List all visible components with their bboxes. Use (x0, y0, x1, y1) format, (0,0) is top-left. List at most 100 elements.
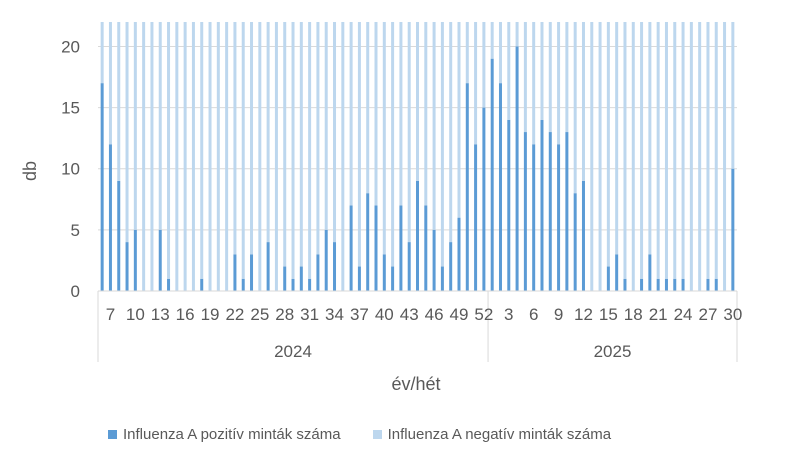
x-tick-label: 18 (624, 305, 643, 324)
x-tick-label: 49 (450, 305, 469, 324)
bar-negative (615, 22, 619, 255)
bar-negative (507, 22, 511, 120)
x-tick-label: 34 (325, 305, 344, 324)
bar-positive (299, 266, 303, 291)
y-axis-title: db (20, 161, 40, 181)
bar-negative (382, 22, 386, 255)
bar-positive (382, 254, 386, 291)
bar-negative (640, 22, 644, 279)
chart: 0 5 10 15 20 7 10 13 16 19 22 25 28 31 34 37 40 43 46 49 52… (20, 22, 742, 394)
bar-negative (698, 22, 702, 291)
x-tick-label: 9 (554, 305, 563, 324)
bar-negative (391, 22, 395, 267)
bar-positive (523, 132, 527, 291)
bar-positive (648, 254, 652, 291)
bar-negative (117, 22, 121, 181)
x-tick-label: 6 (529, 305, 538, 324)
bar-negative (175, 22, 179, 291)
bar-positive (117, 180, 121, 291)
y-axis-ticks: 0 5 10 15 20 (61, 37, 80, 301)
bar-negative (316, 22, 320, 255)
bar-negative (440, 22, 444, 267)
bar-negative (573, 22, 577, 194)
bar-positive (308, 278, 312, 291)
bar-positive (457, 217, 461, 291)
x-tick-label: 52 (474, 305, 493, 324)
bar-positive (490, 58, 494, 291)
bar-positive (557, 144, 561, 291)
bar-negative (689, 22, 693, 291)
bar-positive (399, 205, 403, 291)
x-tick-label: 31 (300, 305, 319, 324)
bar-negative (474, 22, 478, 145)
bar-negative (183, 22, 187, 291)
bar-positive (133, 229, 137, 291)
bar-negative (416, 22, 419, 181)
bar-positive (640, 278, 644, 291)
bar-positive (449, 242, 453, 291)
bar-positive (615, 254, 619, 291)
bar-positive (283, 266, 287, 291)
bars (100, 22, 735, 292)
bar-positive (241, 278, 245, 291)
bar-negative (208, 22, 212, 291)
bar-positive (349, 205, 353, 291)
bar-negative (714, 22, 718, 279)
bar-positive (681, 278, 685, 291)
legend-swatch-negative (372, 430, 382, 439)
x-tick-label: 3 (504, 305, 513, 324)
bar-positive (581, 180, 585, 291)
bar-positive (565, 132, 569, 291)
bar-negative (366, 22, 370, 194)
x-tick-label: 25 (250, 305, 269, 324)
bar-negative (681, 22, 685, 279)
bar-negative (308, 22, 312, 279)
bar-negative (158, 22, 162, 230)
bar-negative (191, 22, 195, 291)
year-label: 2025 (594, 342, 632, 361)
x-tick-label: 13 (151, 305, 170, 324)
bar-positive (465, 83, 469, 292)
x-tick-label: 28 (275, 305, 294, 324)
bar-negative (333, 22, 337, 243)
bar-negative (598, 22, 602, 291)
bar-positive (250, 254, 254, 291)
legend-item-negative: Influenza A negatív minták száma (372, 426, 611, 443)
legend-swatch-positive (108, 430, 117, 439)
bar-positive (606, 266, 610, 291)
bar-negative (465, 22, 469, 84)
bar-positive (424, 205, 428, 291)
bar-negative (225, 22, 229, 291)
bar-negative (523, 22, 527, 133)
bar-negative (349, 22, 353, 206)
x-tick-label: 22 (225, 305, 244, 324)
legend-item-positive: Influenza A pozitív minták száma (108, 426, 341, 443)
bar-positive (266, 242, 270, 291)
bar-positive (391, 266, 395, 291)
bar-negative (200, 22, 204, 279)
x-tick-label: 21 (649, 305, 668, 324)
bar-negative (432, 22, 436, 230)
bar-negative (532, 22, 536, 145)
x-tick-label: 10 (126, 305, 145, 324)
bar-negative (216, 22, 220, 291)
x-tick-label: 43 (400, 305, 419, 324)
y-tick-label: 0 (71, 282, 80, 301)
x-tick-label: 40 (375, 305, 394, 324)
x-tick-label: 7 (106, 305, 115, 324)
bar-positive (706, 278, 710, 291)
bar-positive (532, 144, 536, 291)
x-tick-label: 12 (574, 305, 593, 324)
bar-negative (299, 22, 303, 267)
bar-positive (498, 83, 502, 292)
bar-negative (150, 22, 154, 291)
bar-positive (407, 242, 411, 291)
bar-negative (167, 22, 171, 279)
x-tick-label: 27 (698, 305, 717, 324)
bar-negative (490, 22, 494, 59)
bar-negative (357, 22, 361, 267)
year-label: 2024 (274, 342, 312, 361)
bar-negative (515, 22, 519, 47)
bar-positive (573, 193, 577, 291)
bar-negative (266, 22, 270, 243)
